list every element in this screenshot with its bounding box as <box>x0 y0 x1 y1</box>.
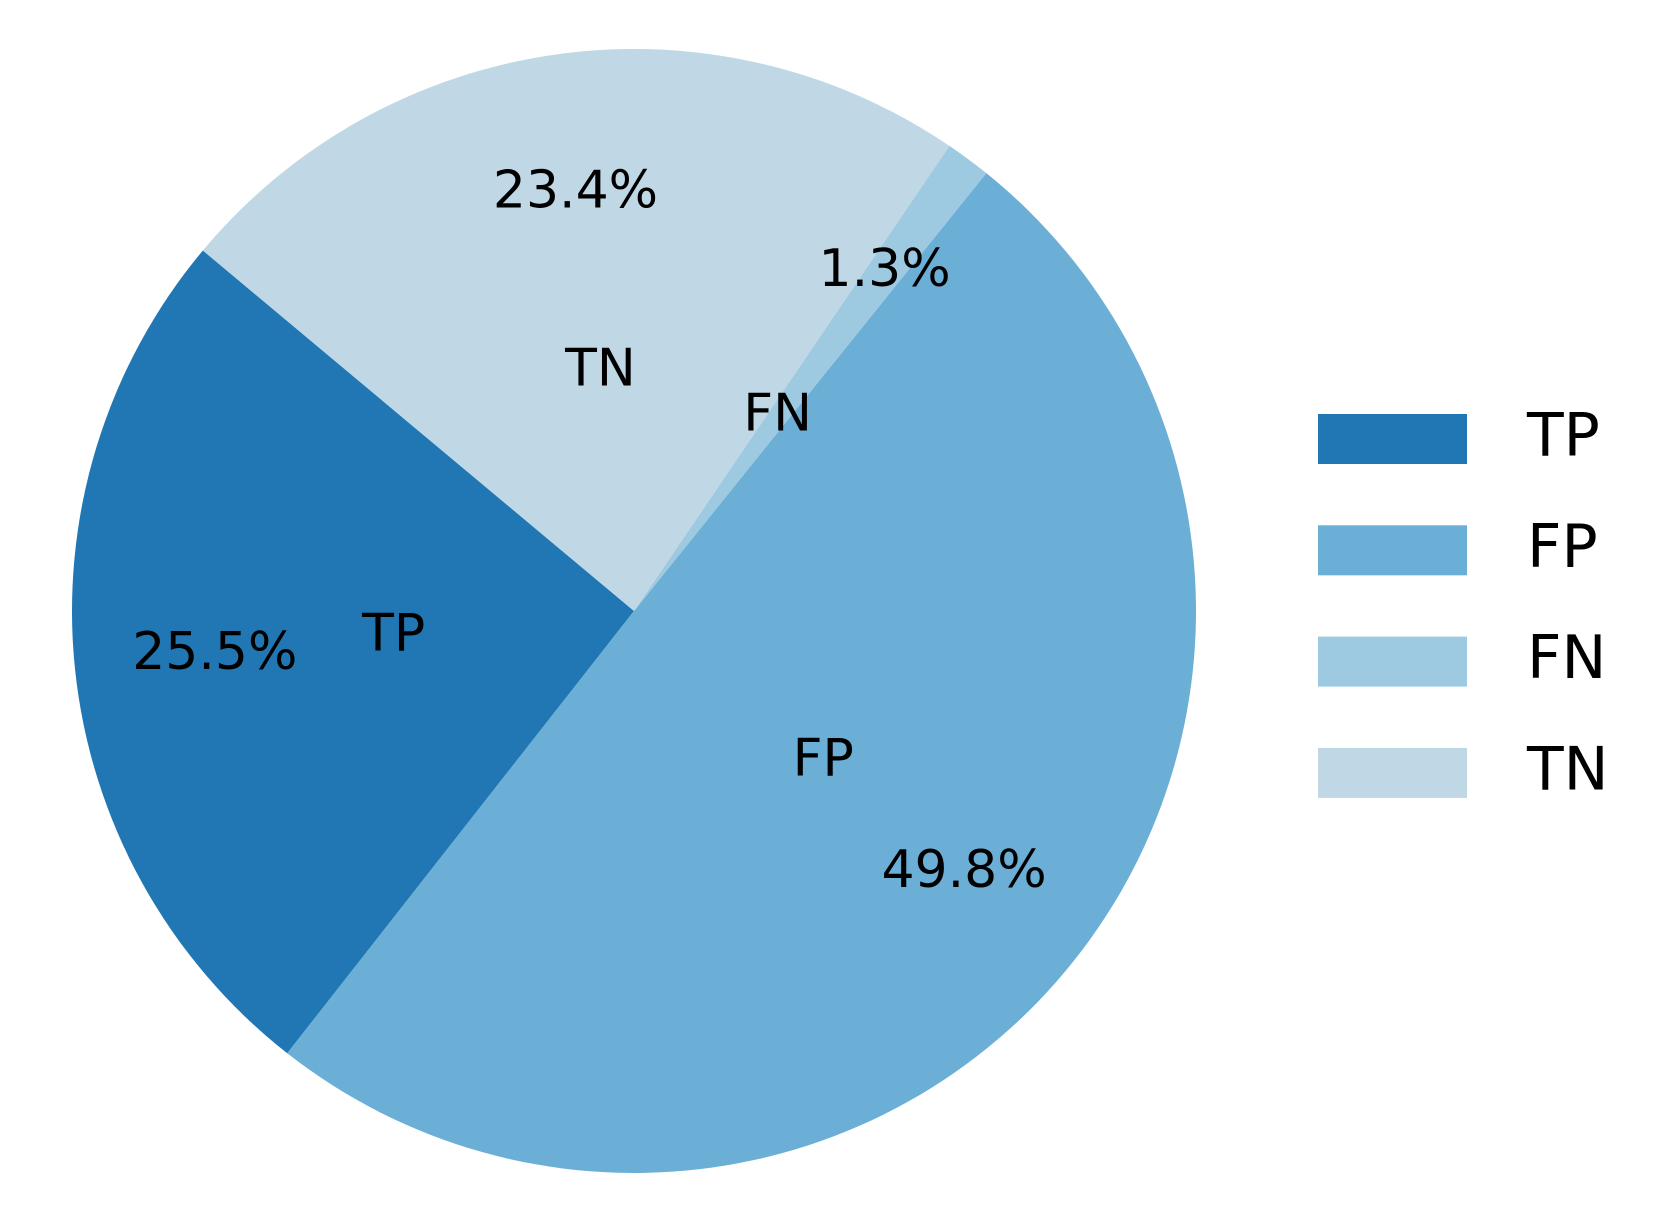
slice-percent: 1.3% <box>819 239 951 299</box>
pie-slice <box>287 173 1196 1173</box>
slice-label: FN <box>743 384 812 444</box>
pie-slice <box>634 145 987 612</box>
legend-label: FP <box>1527 512 1598 582</box>
legend-swatch <box>1318 747 1467 798</box>
legend-label: TN <box>1526 734 1609 804</box>
slice-percent: 25.5% <box>132 622 297 682</box>
slice-percent: 49.8% <box>881 840 1046 900</box>
slice-label: TP <box>361 603 425 663</box>
slice-label: FP <box>793 728 854 788</box>
legend-label: TP <box>1526 401 1600 471</box>
legend-label: FN <box>1527 623 1606 693</box>
legend-swatch <box>1318 414 1467 464</box>
slice-percent: 23.4% <box>493 161 658 221</box>
legend-swatch <box>1318 636 1467 687</box>
legend-swatch <box>1318 525 1467 576</box>
pie-slice <box>202 49 950 611</box>
slice-label: TN <box>564 339 636 399</box>
pie-slice <box>71 250 634 1054</box>
